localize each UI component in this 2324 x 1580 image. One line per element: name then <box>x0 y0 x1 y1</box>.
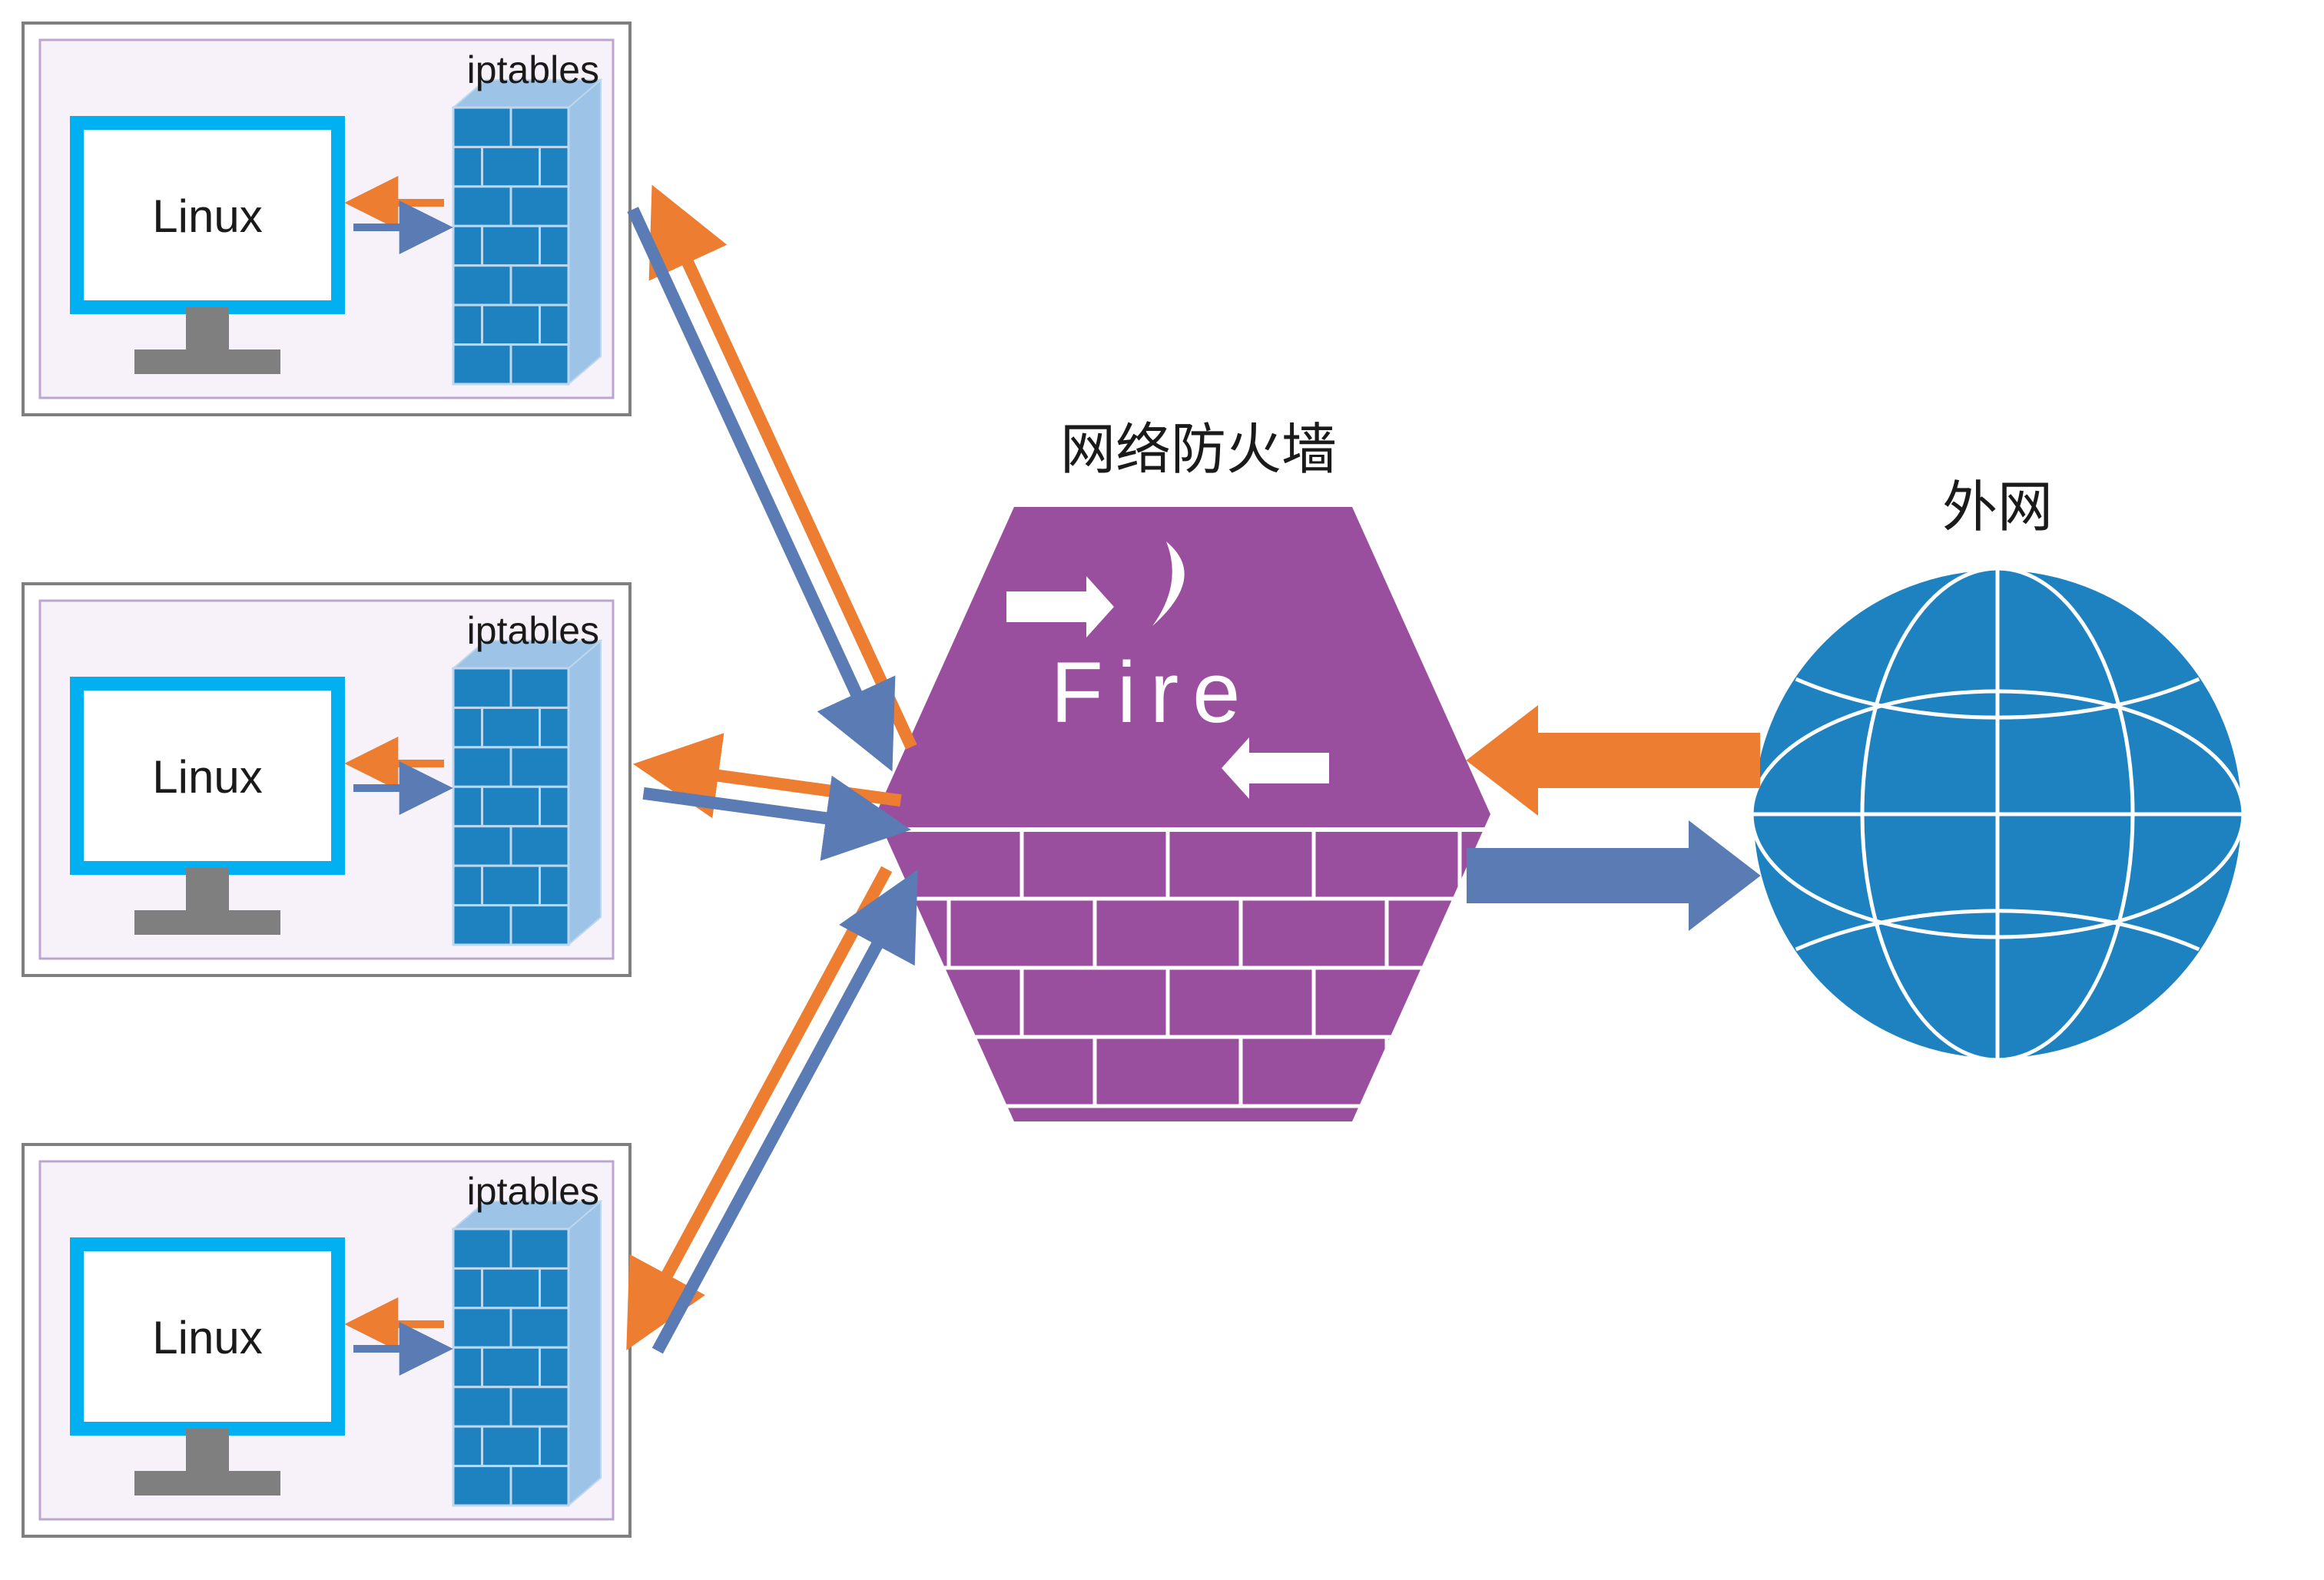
brick-firewall-icon <box>453 1201 601 1505</box>
firewall-title: 网络防火墙 <box>1060 419 1337 481</box>
brick-firewall-icon <box>453 80 601 384</box>
wan-arrow-in <box>1467 707 1759 814</box>
svg-text:Fire: Fire <box>1051 644 1255 740</box>
os-label: Linux <box>152 190 262 242</box>
iptables-label: iptables <box>467 48 599 91</box>
link-host-2 <box>644 766 901 828</box>
link-host-1 <box>633 197 912 758</box>
wan-arrow-out <box>1467 822 1759 929</box>
os-label: Linux <box>152 1312 262 1363</box>
os-label: Linux <box>152 751 262 803</box>
globe-icon <box>1752 568 2243 1060</box>
iptables-label: iptables <box>467 609 599 652</box>
host-2: Linux iptables <box>23 584 630 975</box>
internet-title: 外网 <box>1942 477 2053 538</box>
brick-firewall-icon <box>453 641 601 945</box>
iptables-label: iptables <box>467 1170 599 1213</box>
host-3: Linux iptables <box>23 1144 630 1536</box>
link-host-3 <box>633 869 911 1350</box>
host-1: Linux iptables <box>23 23 630 415</box>
